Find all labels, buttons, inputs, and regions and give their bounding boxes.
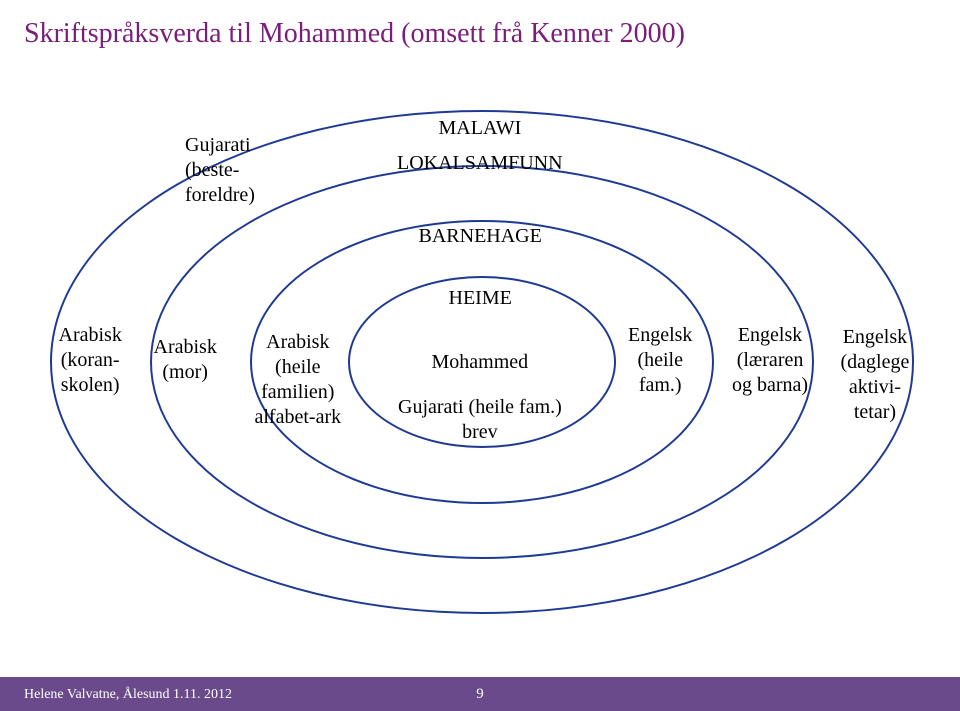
diagram-label-7: Engelsk (læraren og barna) [732, 323, 808, 398]
diagram-label-1: Arabisk (koran- skolen) [59, 323, 122, 398]
footer-text: Helene Valvatne, Ålesund 1.11. 2012 [24, 687, 232, 703]
ring-header-2: BARNEHAGE [419, 224, 542, 249]
diagram-label-0: Gujarati (beste- foreldre) [185, 133, 255, 208]
page-title: Skriftspråksverda til Mohammed (omsett f… [24, 18, 685, 50]
ring-header-3: HEIME [449, 286, 512, 311]
footer-bar: Helene Valvatne, Ålesund 1.11. 2012 9 [0, 677, 960, 711]
diagram-label-3: Arabisk (heile familien) alfabet-ark [255, 330, 342, 430]
footer-page-number: 9 [476, 686, 484, 703]
ring-header-1: LOKALSAMFUNN [397, 151, 563, 176]
diagram-label-4: Mohammed [432, 350, 529, 375]
diagram-label-5: Gujarati (heile fam.) brev [398, 395, 562, 445]
ring-header-0: MALAWI [439, 116, 522, 141]
diagram-label-2: Arabisk (mor) [154, 335, 217, 385]
diagram-label-8: Engelsk (daglege aktivi- tetar) [841, 325, 910, 425]
diagram-label-6: Engelsk (heile fam.) [628, 323, 692, 398]
